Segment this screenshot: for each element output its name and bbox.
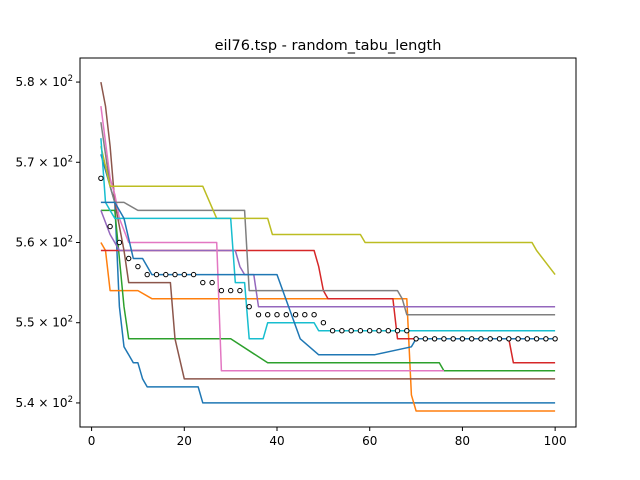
- mean-marker: [506, 336, 512, 342]
- y-tick-label: 5.5 × 102: [16, 315, 73, 330]
- mean-marker: [357, 328, 364, 334]
- mean-marker: [543, 336, 549, 342]
- mean-marker: [283, 312, 289, 318]
- chart-title: eil76.tsp - random_tabu_length: [215, 38, 442, 54]
- mean-marker: [107, 223, 113, 230]
- mean-marker: [496, 336, 503, 342]
- mean-marker: [469, 336, 475, 342]
- mean-marker: [450, 336, 456, 342]
- series-layer: [100, 81, 556, 412]
- x-tick-label: 40: [269, 434, 284, 448]
- mean-marker: [135, 263, 141, 270]
- mean-marker: [228, 287, 234, 294]
- mean-marker: [255, 312, 262, 318]
- mean-marker: [367, 328, 373, 334]
- mean-marker: [478, 336, 484, 342]
- mean-marker: [181, 271, 188, 278]
- mean-marker: [339, 328, 345, 334]
- mean-marker: [441, 336, 447, 342]
- mean-marker: [552, 336, 558, 342]
- mean-marker: [246, 304, 252, 310]
- mean-marker: [487, 336, 493, 342]
- mean-marker: [394, 328, 401, 334]
- mean-marker: [320, 320, 327, 326]
- y-axis: 5.4 × 102 5.5 × 102 5.6 × 102 5.7 × 102 5.8 …: [16, 74, 80, 410]
- mean-marker: [524, 336, 530, 342]
- mean-marker: [431, 336, 438, 342]
- mean-marker: [200, 279, 206, 286]
- marker-layer: [98, 175, 558, 342]
- mean-marker: [404, 328, 410, 334]
- x-tick-label: 60: [362, 434, 377, 448]
- mean-marker: [385, 328, 391, 334]
- mean-marker: [218, 287, 225, 294]
- mean-marker: [302, 312, 308, 318]
- mean-marker: [98, 175, 104, 182]
- x-tick-label: 20: [177, 434, 192, 448]
- x-tick-label: 80: [455, 434, 470, 448]
- mean-marker: [274, 312, 280, 318]
- x-tick-label: 100: [544, 434, 567, 448]
- x-tick-label: 0: [88, 434, 96, 448]
- mean-marker: [329, 328, 336, 334]
- y-tick-label: 5.4 × 102: [16, 395, 73, 410]
- series-line-2: [100, 242, 556, 412]
- mean-marker: [515, 336, 521, 342]
- series-line-10: [100, 138, 556, 340]
- mean-marker: [265, 312, 271, 318]
- mean-marker: [172, 271, 178, 278]
- mean-marker: [422, 336, 428, 342]
- y-tick-label: 5.7 × 102: [16, 154, 73, 169]
- series-line-9: [100, 146, 556, 276]
- mean-marker: [459, 336, 466, 342]
- mean-marker: [376, 328, 382, 334]
- mean-marker: [237, 287, 243, 294]
- mean-marker: [163, 271, 169, 278]
- series-line-7: [100, 106, 444, 372]
- mean-marker: [533, 336, 540, 342]
- series-line-11: [100, 201, 556, 356]
- mean-marker: [209, 279, 215, 286]
- mean-marker: [153, 271, 160, 278]
- mean-marker: [144, 271, 150, 278]
- mean-marker: [311, 312, 317, 318]
- x-axis: 0 20 40 60 80 100: [88, 427, 567, 448]
- y-tick-label: 5.8 × 102: [16, 74, 73, 89]
- y-tick-label: 5.6 × 102: [16, 235, 73, 250]
- mean-marker: [126, 255, 132, 262]
- series-line-3: [100, 209, 556, 372]
- mean-marker: [292, 312, 299, 318]
- series-line-6: [100, 81, 556, 380]
- mean-marker: [348, 328, 354, 334]
- mean-marker: [413, 336, 419, 342]
- mean-marker: [190, 271, 197, 278]
- mean-marker: [116, 239, 123, 246]
- series-line-8: [100, 122, 556, 316]
